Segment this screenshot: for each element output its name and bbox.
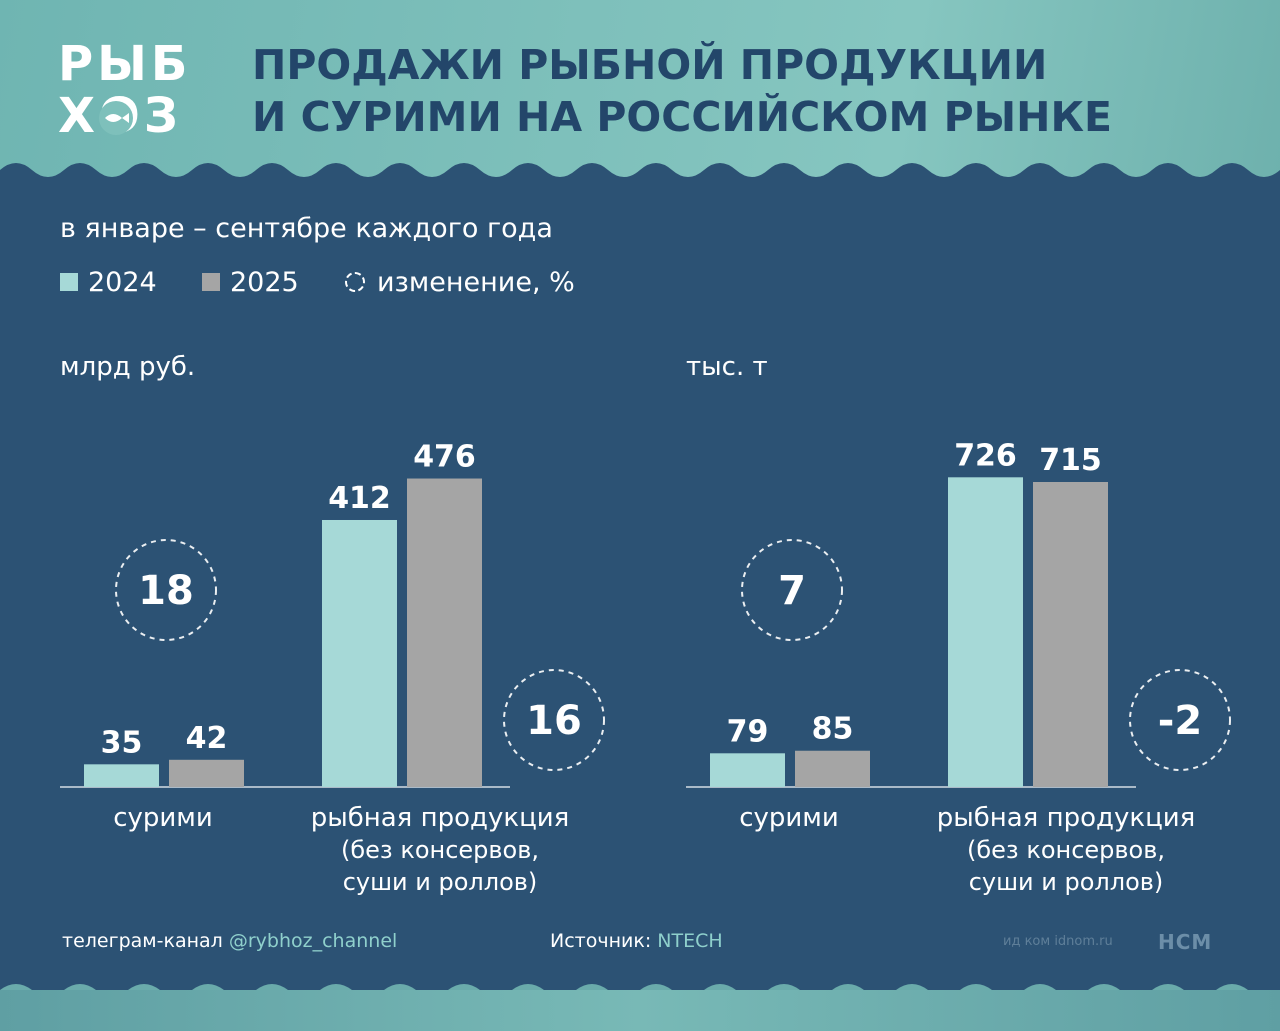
bar: [407, 478, 482, 787]
data-label: 85: [812, 712, 854, 747]
period-subtitle: в январе – сентябре каждого года: [60, 213, 553, 244]
bar: [1033, 481, 1108, 787]
legend-item-change: изменение, %: [345, 263, 575, 303]
logo-top: РЫБ: [58, 36, 192, 92]
chart-revenue: 35 42 сурими 18 412 476 рыбная продукция (без к…: [60, 440, 605, 896]
category-label: (без консервов,: [341, 836, 539, 864]
legend-label-change: изменение, %: [377, 267, 575, 298]
change-value: 16: [526, 698, 582, 744]
category-label: суши и роллов): [969, 868, 1164, 896]
header-wave: [0, 163, 1280, 210]
footer-band: [0, 990, 1280, 1031]
category-label: рыбная продукция: [937, 803, 1196, 833]
data-label: 476: [413, 440, 476, 475]
category-label: рыбная продукция: [311, 803, 570, 833]
change-value: 7: [778, 568, 806, 614]
change-circle: [503, 669, 605, 771]
unit-label-right: тыс. т: [686, 352, 768, 382]
chart-volume: 79 85 сурими 7 726 715 рыбная продукция (без ко…: [686, 438, 1231, 896]
legend-label-2025: 2025: [230, 267, 299, 298]
data-label: 79: [727, 714, 769, 749]
dashed-circle-icon: [345, 271, 365, 292]
bar: [169, 759, 244, 787]
bar: [795, 750, 870, 787]
category-label: сурими: [113, 803, 213, 833]
legend-swatch-2024: [60, 272, 78, 291]
change-circle: [741, 539, 843, 641]
telegram-handle: @rybhoz_channel: [228, 930, 398, 952]
legend-label-2024: 2024: [88, 267, 157, 298]
bar: [948, 477, 1023, 787]
data-label: 42: [186, 721, 228, 756]
data-label: 412: [328, 481, 391, 516]
page-title-line1: ПРОДАЖИ РЫБНОЙ ПРОДУКЦИИ: [252, 41, 1048, 89]
fish-icon: [99, 101, 133, 135]
source-name: NTECH: [657, 930, 723, 952]
data-label: 715: [1039, 443, 1102, 478]
data-label: 726: [954, 438, 1017, 473]
bar: [84, 764, 159, 787]
change-value: 18: [138, 568, 194, 614]
bar: [322, 519, 397, 787]
change-circle: [1129, 669, 1231, 771]
brand-logo: НСМ: [1158, 930, 1213, 954]
telegram-credit: телеграм-канал @rybhoz_channel: [62, 930, 397, 952]
category-label: (без консервов,: [967, 836, 1165, 864]
page-title-line2: И СУРИМИ НА РОССИЙСКОМ РЫНКЕ: [252, 93, 1112, 141]
source-credit: Источник: NTECH: [550, 930, 723, 952]
category-label: сурими: [739, 803, 839, 833]
change-circle: [115, 539, 217, 641]
site-credit: ид ком idnom.ru: [1003, 934, 1113, 949]
telegram-prefix: телеграм-канал: [62, 930, 229, 952]
bar: [710, 753, 785, 787]
header-band: [0, 0, 1280, 195]
unit-label-left: млрд руб.: [60, 352, 196, 382]
legend-item-2025: 2025: [202, 263, 299, 303]
data-label: 35: [101, 725, 143, 760]
category-label: суши и роллов): [343, 868, 538, 896]
legend-item-2024: 2024: [60, 263, 157, 303]
source-prefix: Источник:: [550, 930, 658, 952]
legend-swatch-2025: [202, 272, 220, 291]
change-value: -2: [1158, 698, 1202, 744]
